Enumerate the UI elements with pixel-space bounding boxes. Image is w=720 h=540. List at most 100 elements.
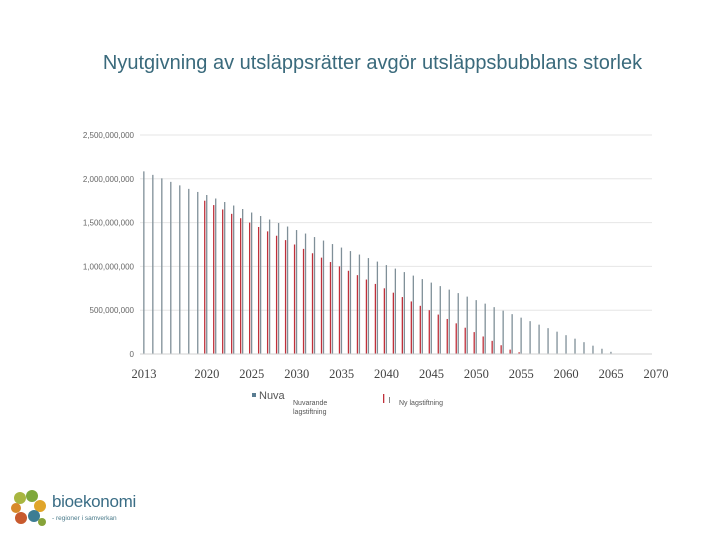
bar (215, 198, 217, 354)
bar (240, 218, 242, 354)
bar (275, 235, 278, 354)
bar (518, 352, 520, 354)
bar (338, 266, 341, 354)
bar (448, 289, 450, 354)
bar (340, 247, 343, 354)
bar (403, 272, 405, 354)
bar (484, 303, 486, 354)
legend-label: Ny lagstiftning (399, 400, 443, 407)
bar (428, 310, 430, 354)
y-tick-label: 1,000,000,000 (83, 262, 135, 271)
bar (179, 185, 181, 354)
bar (565, 335, 567, 354)
bar (574, 338, 576, 354)
bar (394, 268, 397, 354)
y-axis: 2,500,000,000 2,000,000,000 1,500,000,000 1… (83, 131, 135, 359)
bar (430, 282, 432, 354)
bar (347, 270, 350, 354)
bar (266, 231, 269, 354)
bar (197, 191, 199, 354)
bar (365, 279, 368, 354)
bar (152, 174, 154, 354)
logo-name: bioekonomi (52, 492, 136, 511)
bar (457, 293, 459, 354)
x-tick-label: 2040 (374, 367, 399, 381)
bar (583, 342, 585, 354)
x-axis: 2013 2020 2025 2030 2035 2040 2045 2050 2055 2060… (132, 353, 669, 381)
bar (313, 237, 316, 354)
bar (475, 300, 477, 354)
x-tick-label: 2030 (284, 367, 309, 381)
bar (331, 244, 334, 354)
bar (295, 230, 298, 354)
bar (257, 226, 260, 354)
bar (412, 275, 414, 354)
bar (358, 254, 361, 354)
bar (592, 345, 594, 354)
legend-label: Nuvarande (293, 400, 327, 407)
bar (410, 301, 412, 354)
bar (547, 328, 549, 354)
bar (349, 251, 352, 354)
bar (491, 340, 493, 354)
bar (385, 265, 388, 354)
y-tick-label: 500,000,000 (90, 306, 135, 315)
y-tick-label: 1,500,000,000 (83, 219, 135, 228)
bar (322, 240, 325, 354)
bar (329, 262, 332, 354)
x-tick-label: 2065 (599, 367, 624, 381)
bioekonomi-logo: bioekonomi - regioner i samverkan (8, 488, 168, 534)
logo-tagline: - regioner i samverkan (52, 515, 117, 522)
bar (293, 244, 296, 354)
bar (464, 327, 466, 354)
x-tick-label: 2070 (644, 367, 669, 381)
legend-marker (389, 397, 390, 403)
bar (601, 348, 603, 354)
bar (529, 321, 531, 354)
bar (520, 317, 522, 354)
y-tick-label: 0 (130, 350, 135, 359)
bar (204, 200, 206, 354)
bar (231, 213, 233, 354)
bar (473, 332, 475, 354)
bar (421, 279, 423, 354)
x-tick-label: 2020 (194, 367, 219, 381)
bar (511, 314, 513, 354)
bar (242, 209, 244, 354)
bar (302, 248, 305, 354)
bar (538, 324, 540, 354)
chart-title: Nyutgivning av utsläppsrätter avgör utsl… (102, 52, 643, 74)
bar (356, 275, 359, 354)
bar (383, 288, 386, 354)
bar (222, 209, 224, 354)
bar (455, 323, 457, 354)
bar (170, 181, 172, 354)
legend-marker (383, 394, 385, 403)
x-tick-label: 2013 (132, 367, 157, 381)
x-tick-label: 2055 (509, 367, 534, 381)
bar (610, 351, 612, 354)
bar (482, 336, 484, 354)
bar (367, 258, 370, 354)
bar (233, 205, 235, 354)
x-tick-label: 2045 (419, 367, 444, 381)
legend: Nuva Nuvarande lagstiftning Ny lagstiftning (252, 390, 443, 416)
legend-label: lagstiftning (293, 409, 327, 416)
x-tick-label: 2025 (239, 367, 264, 381)
x-tick-label: 2050 (464, 367, 489, 381)
bar (188, 188, 190, 354)
x-tick-label: 2060 (554, 367, 579, 381)
bar (509, 349, 511, 354)
bar (437, 314, 439, 354)
bar (206, 195, 208, 354)
bar (213, 205, 215, 354)
bar (502, 310, 504, 354)
y-tick-label: 2,000,000,000 (83, 175, 135, 184)
logo-mark-icon (11, 490, 46, 526)
bar (311, 253, 314, 354)
bar (466, 296, 468, 354)
series-current-legislation (143, 171, 621, 355)
bar (248, 222, 251, 354)
bar (224, 202, 226, 354)
bar (320, 257, 323, 354)
